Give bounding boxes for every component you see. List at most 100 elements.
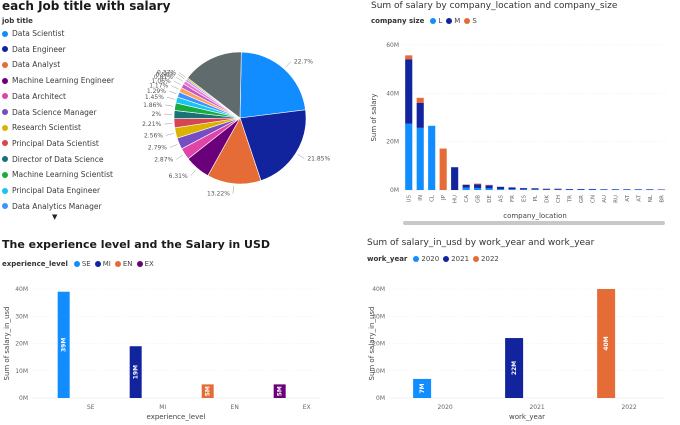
pie-leader-line [169,144,178,148]
axes: 0M 20M 40M 60M Sum of salary company_location [370,42,667,220]
x-tick-label: JP [441,194,447,201]
legend-item[interactable]: EN [114,260,133,268]
legend-item[interactable]: Data Scientist [2,29,65,38]
pie-labels: 22.7% 21.85% 13.22% 6.31% 2.87% 2.79% 2.56% 2.2… [142,59,330,198]
legend-item[interactable]: S [464,17,477,25]
x-tick-label: TR [567,195,573,203]
pie-leader-line [285,61,292,68]
bar-segment [485,188,493,190]
legend-item[interactable]: Principal Data Scientist [2,139,99,148]
x-tick-label: FR [510,195,516,202]
bar-segment [416,127,424,190]
legend-label: L [438,17,443,25]
legend-item[interactable]: Data Science Manager [2,108,97,117]
bar-segment [588,188,596,190]
legend-label: Director of Data Science [12,154,104,164]
work-year-bar-panel: Sum of salary_in_usd by work_year and wo… [365,236,680,425]
bar-segment [519,189,528,190]
legend-item[interactable]: MI [94,260,111,268]
x-tick-label: AS [499,195,505,203]
legend-dot-icon [443,256,450,262]
x-tick-label: EN [231,404,239,411]
pie-data-label: 1.45% [145,94,164,101]
x-tick-label: EX [303,404,311,411]
legend-item[interactable]: Data Architect [2,92,66,101]
bar-segment [554,188,562,190]
legend-label: MI [102,260,111,268]
legend-item[interactable]: 2022 [473,255,499,263]
bar-segment [462,187,470,190]
x-tick-label: NL [648,194,654,202]
legend-item[interactable]: Machine Learning Scientist [2,170,113,179]
legend-item[interactable]: Machine Learning Engineer [2,76,114,85]
legend-item[interactable]: SE [73,260,91,268]
y-tick-label: 30M [372,313,385,320]
pie-legend-title: job title [2,17,33,25]
axes: 0M 10M 20M 30M 40M Sum of salary_in_usd work_y… [368,286,665,421]
legend-dot-icon [430,18,437,24]
legend-dot-icon [2,140,8,147]
x-axis-label: experience_level [147,413,206,421]
bar [505,338,524,398]
bar-segment [519,188,528,190]
bar-segment [542,188,551,190]
bar-data-label: 40M [603,336,610,350]
bar [413,378,432,398]
pie-data-label: 2.21% [142,121,161,128]
legend-item[interactable]: L [430,17,442,25]
legend-item[interactable]: Director of Data Science [2,155,104,164]
legend-item[interactable]: M [446,17,460,25]
pie-data-label: 2.79% [148,144,167,151]
bar-segment [416,97,424,103]
bar-data-label: 5M [277,386,284,396]
legend-item[interactable]: Data Engineer [2,45,66,54]
work-year-legend: work_year 2020 2021 2022 [367,255,499,263]
horizontal-scrollbar[interactable] [403,221,665,225]
x-tick-label: ES [522,194,528,201]
legend-label: Data Scientist [12,29,65,38]
legend-item[interactable]: Research Scientist [2,123,81,132]
y-tick-label: 20M [386,139,399,146]
bar-segment [497,188,505,190]
legend-dot-icon [446,18,453,24]
legend-item[interactable]: Data Analyst [2,60,60,69]
legend-dot-icon [2,77,8,84]
bar-segment [416,103,424,128]
bar [273,384,286,398]
legend-item[interactable]: Principal Data Engineer [2,186,100,195]
pie-data-label: 0.81% [154,74,173,81]
bars [405,55,665,190]
bar-data-label: 19M [133,365,140,379]
legend-dot-icon [2,109,8,115]
legend-label: Machine Learning Engineer [12,76,115,86]
x-tick-label: BR [659,195,665,203]
experience-bar-chart: 0M 10M 20M 30M 40M Sum of salary_in_usdexperi… [3,286,320,421]
legend-item[interactable]: EX [136,260,154,268]
legend-label: Principal Data Engineer [12,186,101,195]
x-tick-label: DK [544,195,550,203]
legend-item[interactable]: Data Analytics Manager [2,202,102,211]
legend-label: S [472,17,477,25]
pie-leader-line [177,74,185,80]
x-tick-label: CA [464,195,470,203]
bar-segment [405,59,413,124]
x-tick-label: AT [636,194,642,201]
legend-label: EX [144,260,154,268]
legend-item[interactable]: 2021 [443,255,469,263]
pie-leader-line [232,185,234,194]
legend-label: Data Engineer [12,44,66,54]
bar-segment [497,186,505,189]
legend-label: Data Architect [12,91,66,101]
bar-segment [439,148,447,190]
triangle-down-icon[interactable]: ▼ [52,213,58,221]
legend-title: company size [371,17,425,25]
bar [129,346,142,398]
y-tick-label: 20M [372,341,385,348]
legend-item[interactable]: 2020 [413,255,439,263]
bar [201,384,214,398]
y-tick-label: 20M [15,341,28,348]
x-tick-label: HU [453,195,459,203]
pie-leader-line [297,154,305,159]
pie-leader-line [171,85,179,90]
bar [57,291,70,398]
